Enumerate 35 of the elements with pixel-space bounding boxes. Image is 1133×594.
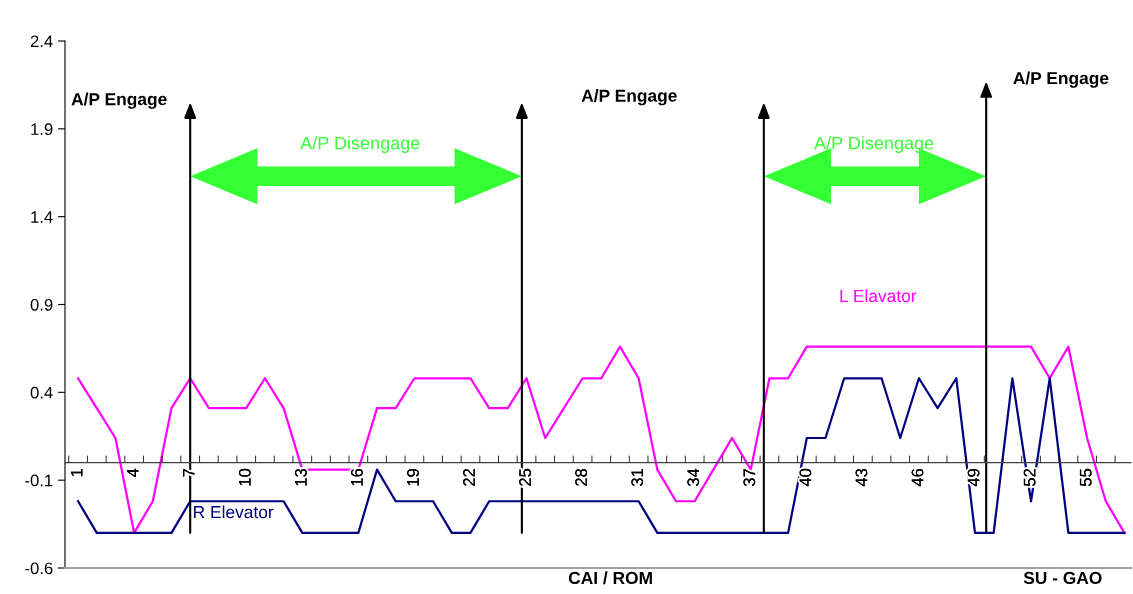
text: SU - GAO (1023, 571, 1102, 585)
x-tick-label: 7 (183, 468, 195, 477)
x-tick-label: 37 (743, 468, 756, 487)
x-tick-label: 34 (687, 468, 700, 487)
y-tick-label: -0.6 (25, 562, 53, 575)
x-tick-label: 28 (575, 468, 588, 486)
y-tick-label: 0.4 (30, 386, 53, 399)
y-tick-label: 1.4 (31, 211, 53, 223)
annotation: A/P Engage (581, 89, 677, 106)
annotation: A/P Engage (1013, 71, 1109, 88)
text: L Elavator (840, 289, 917, 303)
x-tick-label: 55 (1079, 468, 1092, 487)
y-tick-label: -0.1 (25, 474, 53, 487)
x-tick-label: 31 (631, 468, 644, 487)
x-tick-label: 13 (294, 468, 307, 486)
x-tick-label: 10 (238, 468, 251, 486)
x-tick-label: 46 (911, 468, 924, 487)
x-tick-label: 25 (519, 468, 531, 486)
x-tick-label: 52 (1023, 468, 1036, 487)
annotation: A/P Disengage (300, 136, 420, 154)
y-tick-label: 0.9 (30, 298, 53, 311)
x-tick-label: 40 (799, 468, 812, 487)
x-tick-label: 22 (463, 468, 475, 486)
y-tick-label: 1.9 (31, 123, 53, 136)
x-tick-label: 16 (351, 468, 363, 486)
text: CAI / ROM (568, 571, 652, 585)
x-tick-label: 49 (967, 468, 980, 487)
y-tick-label: 2.4 (30, 35, 53, 48)
x-tick-label: 4 (126, 468, 139, 478)
series-label: R Elevator (194, 505, 274, 519)
annotation: A/P Engage (71, 92, 167, 109)
annotation: A/P Disengage (814, 136, 934, 154)
x-tick-label: 1 (70, 468, 83, 477)
x-tick-label: 43 (855, 468, 868, 487)
x-tick-label: 19 (407, 468, 419, 486)
